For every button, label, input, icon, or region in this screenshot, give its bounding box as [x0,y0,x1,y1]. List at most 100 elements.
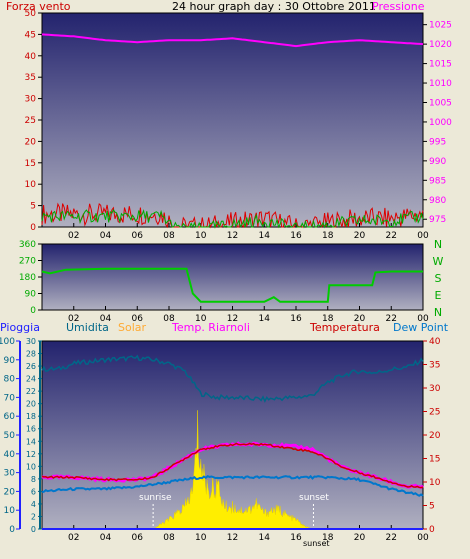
top-x-tick-label: 16 [290,231,302,241]
sunset-label: sunset [299,493,329,503]
humidity-y-tick-label: 2 [31,512,36,521]
temperature-y-tick-label: 15 [429,455,440,465]
weather-conditions-chart: 0102030405060708090100024681012141618202… [0,337,441,543]
bot-x-tick-label: 22 [386,533,397,543]
humidity-y-tick-label: 18 [26,412,36,421]
top-x-tick-label: 00 [417,231,429,241]
humidity-y-tick-label: 22 [26,387,36,396]
bot-x-tick-label: 12 [227,533,238,543]
bot-x-tick-label: 02 [68,533,79,543]
mid-x-tick-label: 14 [259,314,271,324]
wind-y-tick-label: 5 [30,202,36,212]
pressure-y-tick-label: 980 [429,196,446,206]
temperature-line [41,442,424,489]
direction-y-tick-label: 270 [19,257,36,267]
mid-x-tick-label: 16 [290,314,302,324]
rain-y-tick-label: 70 [4,393,16,403]
pressure-y-tick-label: 1005 [429,98,452,108]
wind-y-tick-label: 10 [25,180,37,190]
temperature-y-tick-label: 5 [429,502,435,512]
wind-y-tick-label: 15 [25,159,36,169]
wind-gust-line [41,209,424,229]
bot-x-tick-label: 00 [417,533,429,543]
bot-x-tick-label: 08 [163,533,175,543]
compass-label: N [434,238,442,251]
mid-x-tick-label: 20 [354,314,366,324]
pressure-y-tick-label: 1000 [429,118,452,128]
pressure-y-tick-label: 985 [429,176,446,186]
top-x-tick-label: 10 [195,231,207,241]
top-x-tick-label: 12 [227,231,238,241]
rain-axis-label: Pioggia [0,321,40,334]
mid-x-tick-label: 06 [132,314,144,324]
compass-label: N [434,306,442,319]
sunset-tick-label: sunset [303,539,330,548]
compass-label: E [435,289,442,302]
temperature-legend: Temperatura [309,321,380,334]
wind-pressure-plot-area [41,12,424,228]
solar-legend: Solar [118,321,147,334]
rain-y-tick-label: 80 [4,375,16,385]
wind-y-tick-label: 50 [25,9,37,19]
rain-y-tick-label: 0 [9,525,15,535]
humidity-y-tick-label: 28 [26,350,36,359]
temperature-y-tick-label: 40 [429,337,441,347]
wind-y-tick-label: 25 [25,116,36,126]
wind-y-tick-label: 30 [25,95,37,105]
top-x-tick-label: 22 [386,231,397,241]
direction-y-tick-label: 360 [19,240,36,250]
humidity-y-tick-label: 20 [26,400,36,409]
graph-title: 24 hour graph day : 30 Ottobre 2011 [172,0,376,13]
bot-x-tick-label: 18 [322,533,334,543]
pressure-y-tick-label: 1025 [429,21,452,31]
dew-point-legend: Dew Point [393,321,449,334]
temperature-y-tick-label: 35 [429,361,440,371]
wind-pressure-chart: 0510152025303540455097598098599099510001… [25,9,453,241]
humidity-y-tick-label: 4 [31,500,36,509]
mid-x-tick-label: 02 [68,314,79,324]
humidity-y-tick-label: 10 [26,462,36,471]
bot-x-tick-label: 14 [259,533,271,543]
sunrise-label: sunrise [139,493,172,503]
wind-speed-line [41,202,424,229]
mid-x-tick-label: 10 [195,314,207,324]
top-x-tick-label: 20 [354,231,366,241]
direction-y-tick-label: 90 [25,290,37,300]
direction-plot-area [41,243,424,311]
rain-y-tick-label: 90 [4,356,16,366]
pressure-axis-label: Pressione [372,0,425,13]
top-x-tick-label: 04 [100,231,112,241]
rain-y-tick-label: 20 [4,487,16,497]
mid-x-tick-label: 00 [417,314,429,324]
temperature-y-tick-label: 10 [429,478,441,488]
temp-riarnoli-legend: Temp. Riarnoli [171,321,250,334]
pressure-y-tick-label: 975 [429,215,446,225]
temperature-y-tick-label: 0 [429,525,435,535]
top-x-tick-label: 02 [68,231,79,241]
top-x-tick-label: 14 [259,231,271,241]
mid-x-tick-label: 08 [163,314,175,324]
rain-y-tick-label: 100 [0,337,15,347]
wind-y-tick-label: 40 [25,52,37,62]
humidity-y-tick-label: 0 [31,525,36,534]
temperature-y-tick-label: 20 [429,431,441,441]
bot-x-tick-label: 16 [290,533,302,543]
bot-x-tick-label: 10 [195,533,207,543]
humidity-y-tick-label: 14 [26,437,36,446]
mid-x-tick-label: 18 [322,314,334,324]
humidity-y-tick-label: 16 [26,425,36,434]
top-x-tick-label: 18 [322,231,334,241]
pressure-y-tick-label: 1020 [429,40,452,50]
mid-x-tick-label: 04 [100,314,112,324]
compass-label: W [433,255,444,268]
rain-y-tick-label: 60 [4,412,16,422]
weather-plot-area [41,340,424,530]
dew-point-line [41,474,424,497]
wind-y-tick-label: 45 [25,30,36,40]
top-x-tick-label: 08 [163,231,175,241]
humidity-y-tick-label: 30 [26,337,36,346]
pressure-y-tick-label: 990 [429,157,446,167]
humidity-y-tick-label: 12 [26,450,36,459]
